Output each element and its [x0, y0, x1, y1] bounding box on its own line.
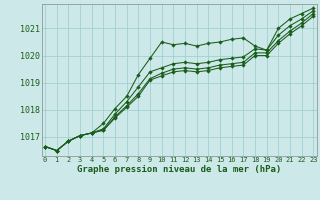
X-axis label: Graphe pression niveau de la mer (hPa): Graphe pression niveau de la mer (hPa) [77, 165, 281, 174]
